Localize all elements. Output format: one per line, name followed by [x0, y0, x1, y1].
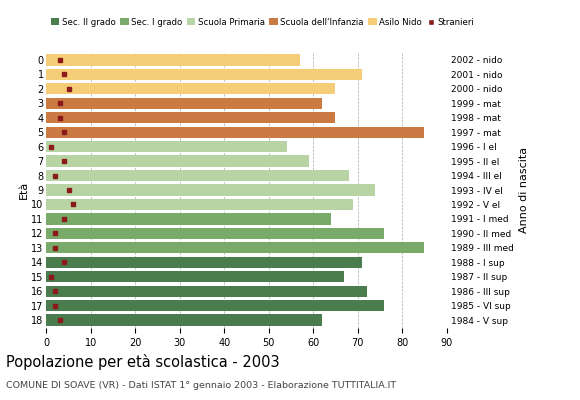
Bar	[46, 69, 362, 80]
Y-axis label: Anno di nascita: Anno di nascita	[519, 147, 529, 233]
Bar	[46, 242, 425, 254]
Legend: Sec. II grado, Sec. I grado, Scuola Primaria, Scuola dell'Infanzia, Asilo Nido, : Sec. II grado, Sec. I grado, Scuola Prim…	[50, 18, 474, 27]
Bar	[46, 98, 322, 109]
Bar	[46, 286, 367, 297]
Bar	[46, 156, 309, 167]
Bar	[46, 126, 425, 138]
Bar	[46, 228, 385, 239]
Bar	[46, 112, 335, 123]
Bar	[46, 300, 385, 311]
Bar	[46, 271, 345, 282]
Bar	[46, 184, 375, 196]
Bar	[46, 314, 322, 326]
Bar	[46, 141, 287, 152]
Bar	[46, 257, 362, 268]
Bar	[46, 54, 300, 66]
Bar	[46, 170, 349, 181]
Text: COMUNE DI SOAVE (VR) - Dati ISTAT 1° gennaio 2003 - Elaborazione TUTTITALIA.IT: COMUNE DI SOAVE (VR) - Dati ISTAT 1° gen…	[6, 381, 396, 390]
Text: Popolazione per età scolastica - 2003: Popolazione per età scolastica - 2003	[6, 354, 280, 370]
Y-axis label: Età: Età	[19, 181, 28, 199]
Bar	[46, 199, 353, 210]
Bar	[46, 213, 331, 224]
Bar	[46, 83, 335, 94]
